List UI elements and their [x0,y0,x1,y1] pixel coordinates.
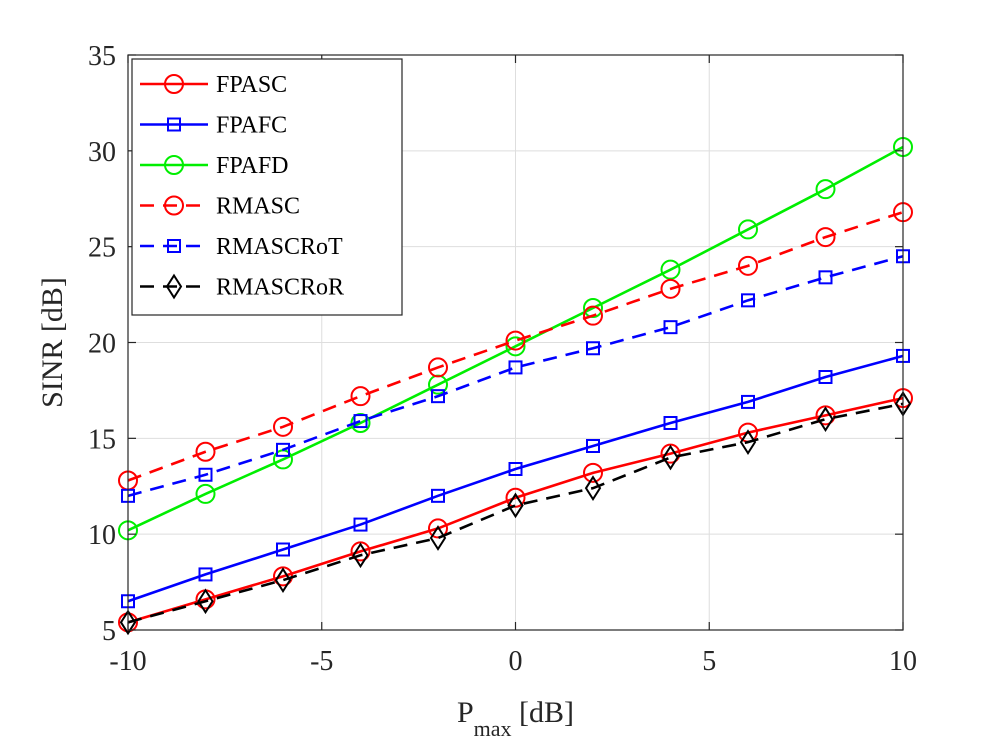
data-point-rmascror [817,406,834,433]
data-point-rmascrot [663,320,678,335]
y-tick-label: 30 [88,137,116,168]
data-point-rmascrot [586,341,600,356]
legend-item-fpafc: FPAFC [140,113,287,139]
data-point-rmascrot [198,467,213,482]
legend-item-fpasc: FPASC [140,72,287,98]
data-point-rmasc [815,227,836,248]
data-point-rmascrot [741,293,755,308]
data-point-rmascrot [276,442,290,457]
data-point-rmascrot [431,389,445,404]
legend-label-fpasc: FPASC [216,72,287,98]
y-tick-label: 25 [88,233,116,264]
data-point-fpafc [818,370,833,384]
x-axis-label-subscript: max [474,716,512,741]
data-point-fpafc [508,462,523,476]
series-line-fpasc [127,396,904,624]
legend-label-rmascror: RMASCRoR [216,275,344,301]
legend-marker-rmascror [165,273,183,300]
legend-label-rmascrot: RMASCRoT [216,234,343,260]
x-tick-label: 0 [509,646,523,677]
data-point-fpafc [741,394,755,409]
data-point-rmascrot [353,414,368,429]
legend-label-fpafd: FPAFD [216,153,289,179]
data-point-rmasc [738,255,758,276]
legend-box [131,58,403,316]
x-tick-label: -10 [109,646,146,677]
data-point-fpafc [198,567,213,582]
legend-marker-fpafc [167,117,181,132]
x-axis-label-unit: [dB] [512,696,575,729]
data-point-rmascror [352,542,369,569]
data-point-fpafd [815,179,836,200]
data-point-rmasc [583,305,603,326]
legend-item-rmasc: RMASC [140,194,300,220]
legend-label-fpafc: FPAFC [216,113,287,139]
data-point-fpafc [586,439,600,453]
y-axis-label: SINR [dB] [36,277,69,408]
legend-marker-rmascrot [167,239,181,253]
series-rmascror [119,390,912,636]
series-fpafc [121,348,910,609]
series-line-rmascror [127,402,904,624]
x-tick-label: 10 [889,646,917,677]
data-point-rmascror [507,492,524,519]
data-point-fpasc [428,518,448,539]
data-point-fpafd [505,336,526,357]
y-tick-label: 10 [88,520,116,551]
y-tick-label: 35 [88,41,116,72]
y-tick-label: 20 [88,329,116,360]
data-point-fpafc [276,542,290,557]
x-tick-label: 5 [702,646,716,677]
legend-item-rmascror: RMASCRoR [140,273,344,301]
legend-item-rmascrot: RMASCRoT [140,234,343,260]
x-axis-label-main: P [457,696,474,729]
data-point-rmasc [195,441,216,462]
legend-marker-rmasc [164,195,184,216]
data-point-fpafc [663,416,678,430]
data-point-rmascror [119,609,137,636]
legend-marker-fpafd [164,155,184,175]
data-point-rmasc [660,278,681,299]
series-layer [118,137,913,636]
series-line-rmascrot [127,254,904,498]
data-point-rmasc [505,330,526,351]
data-point-rmascrot [818,270,833,285]
legend-item-fpafd: FPAFD [140,153,289,179]
x-axis-label: Pmax [dB] [457,696,574,741]
data-point-fpafd [350,413,371,433]
series-line-fpafc [127,354,904,603]
x-tick-label: -5 [310,646,333,677]
data-point-fpafd [738,219,758,240]
data-point-rmascror [584,475,602,502]
data-point-fpasc [583,462,603,483]
data-point-fpafc [353,517,368,532]
y-tick-label: 5 [102,616,116,647]
axis-ticks [127,54,904,631]
legend-label-rmasc: RMASC [216,194,300,220]
y-tick-label: 15 [88,424,116,455]
data-point-rmascror [274,567,292,594]
series-line-fpafd [127,145,904,532]
data-point-rmascror [739,429,757,456]
data-point-rmascror [429,525,447,551]
series-fpasc [118,388,913,633]
data-point-rmasc [350,386,371,407]
data-point-rmasc [273,416,293,437]
data-point-rmascror [197,588,214,615]
data-point-fpafd [195,483,216,504]
series-rmascrot [121,249,910,503]
data-point-fpafc [431,488,445,503]
data-point-rmascror [662,444,679,471]
data-point-rmascrot [508,360,523,375]
legend-marker-fpasc [164,74,184,94]
data-point-rmasc [428,357,448,378]
data-point-fpafd [660,259,681,280]
tick-labels: -10 -5 0 5 10 5 10 15 20 25 30 35 [88,41,917,677]
legend: FPASC FPAFC FPAFD RMASC RMASCRoT RMASCRoR [131,58,403,316]
